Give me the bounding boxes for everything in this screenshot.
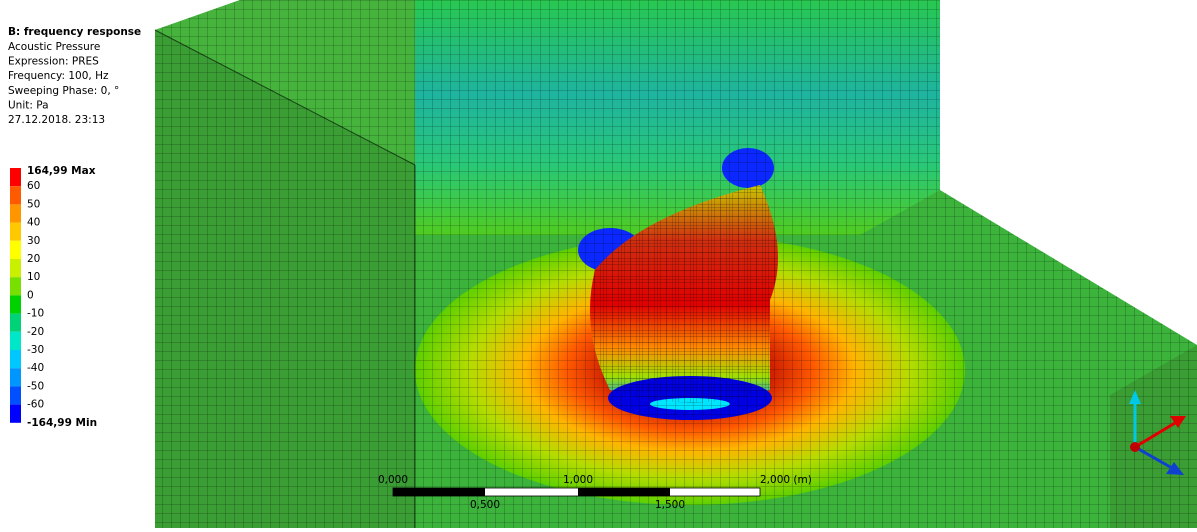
legend-swatch xyxy=(10,222,21,241)
legend-label: -30 xyxy=(27,344,44,356)
legend-label: 30 xyxy=(27,235,40,247)
legend-swatch xyxy=(10,368,21,387)
legend-swatch xyxy=(10,350,21,369)
legend-label: 164,99 Max xyxy=(27,165,96,177)
model xyxy=(154,0,1197,528)
info-line: Frequency: 100, Hz xyxy=(8,70,109,82)
legend-swatch xyxy=(10,204,21,223)
legend-swatch xyxy=(10,386,21,405)
scale-label: 0,000 xyxy=(378,474,408,486)
scale-label: 1,500 xyxy=(655,499,685,511)
legend-label: 40 xyxy=(27,217,40,229)
scale-label: 0,500 xyxy=(470,499,500,511)
legend-swatch xyxy=(10,404,21,423)
info-line: Unit: Pa xyxy=(8,99,49,111)
info-line: 27.12.2018. 23:13 xyxy=(8,114,105,126)
legend-label: 10 xyxy=(27,271,40,283)
legend-swatch xyxy=(10,186,21,205)
axis-triad xyxy=(1129,390,1186,475)
scale-labels: 0,000 1,000 2,000 (m) 0,500 1,500 xyxy=(378,474,812,511)
legend-label: -20 xyxy=(27,326,44,338)
legend-label: -164,99 Min xyxy=(27,417,97,429)
legend-label: 50 xyxy=(27,198,40,210)
legend-label: -10 xyxy=(27,308,44,320)
legend-swatch xyxy=(10,259,21,278)
legend-swatch xyxy=(10,277,21,296)
info-title: B: frequency response xyxy=(8,26,141,38)
scale-label: 1,000 xyxy=(563,474,593,486)
info-line: Acoustic Pressure xyxy=(8,41,100,53)
legend-label: 60 xyxy=(27,180,40,192)
legend-swatch xyxy=(10,295,21,314)
info-line: Expression: PRES xyxy=(8,56,99,68)
legend-swatch xyxy=(10,240,21,259)
legend-swatch xyxy=(10,168,21,187)
legend-label: 20 xyxy=(27,253,40,265)
legend: 164,99 Max 60 50 40 30 20 10 0 -10 -20 -30 -40 -50 -6… xyxy=(10,165,97,429)
legend-label: 0 xyxy=(27,289,34,301)
info-line: Sweeping Phase: 0, ° xyxy=(8,85,119,97)
legend-label: -50 xyxy=(27,380,44,392)
scale-bar xyxy=(392,487,761,497)
info-panel: B: frequency response Acoustic Pressure E… xyxy=(8,26,141,126)
legend-swatch xyxy=(10,331,21,350)
scale-label: 2,000 (m) xyxy=(760,474,812,486)
legend-label: -60 xyxy=(27,399,44,411)
legend-label: -40 xyxy=(27,362,44,374)
legend-swatch xyxy=(10,313,21,332)
